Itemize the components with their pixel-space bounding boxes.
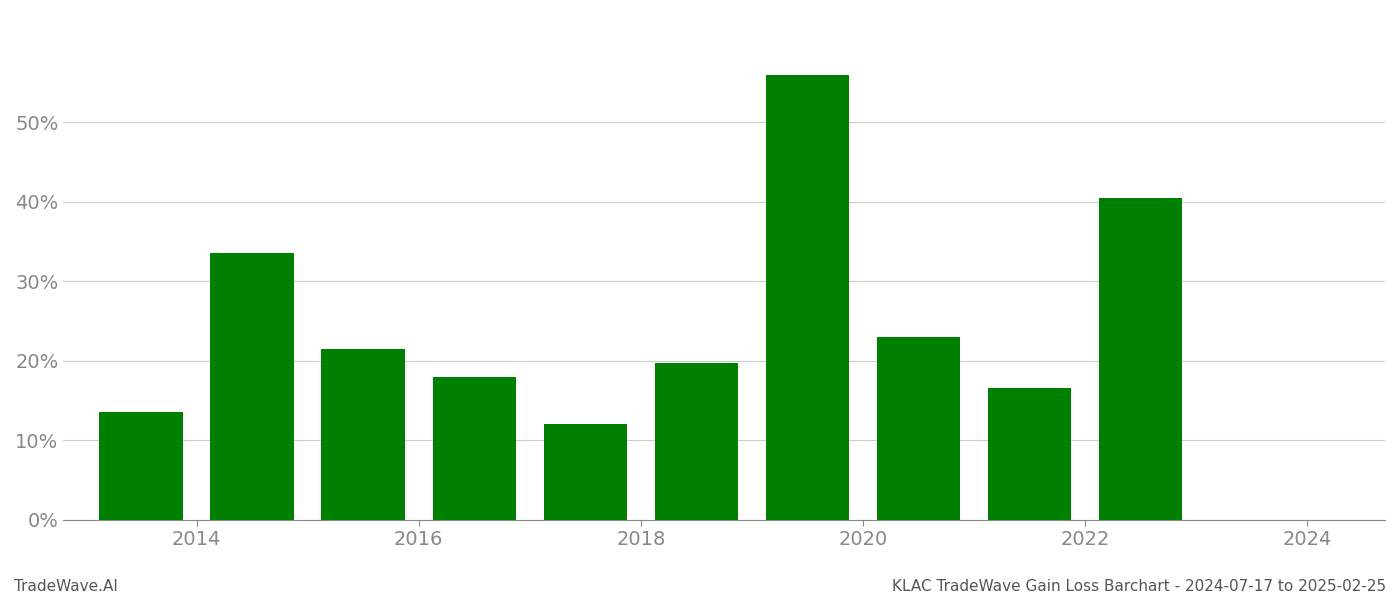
Bar [433,377,515,520]
Bar [988,388,1071,520]
Text: KLAC TradeWave Gain Loss Barchart - 2024-07-17 to 2025-02-25: KLAC TradeWave Gain Loss Barchart - 2024… [892,579,1386,594]
Text: TradeWave.AI: TradeWave.AI [14,579,118,594]
Bar [655,363,738,520]
Bar [766,74,848,520]
Bar [543,424,627,520]
Bar [322,349,405,520]
Bar [1099,198,1182,520]
Bar [210,253,294,520]
Bar [876,337,960,520]
Bar [99,412,182,520]
